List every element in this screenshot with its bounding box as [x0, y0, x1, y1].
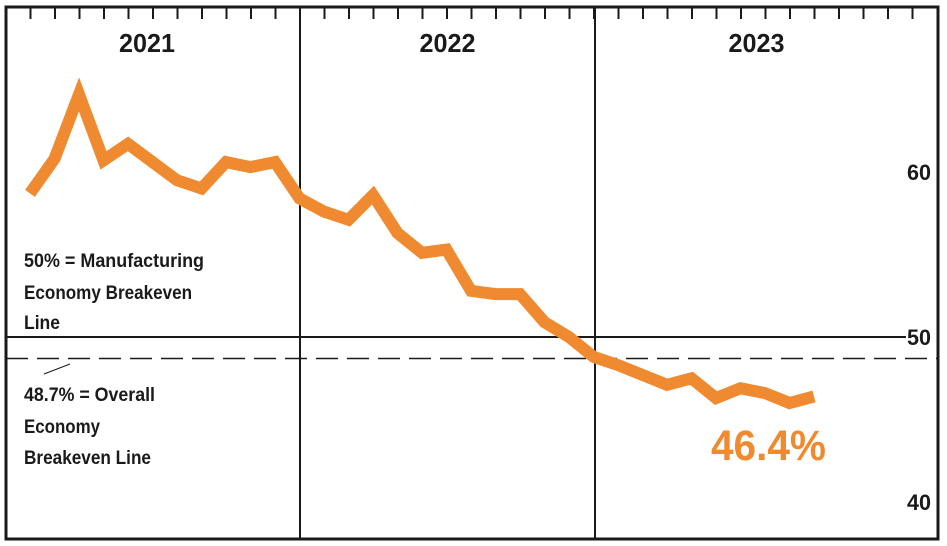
y-tick-label-50: 50	[907, 325, 931, 350]
annotation-overall-line-1: 48.7% = Overall	[24, 385, 155, 406]
year-dividers	[299, 7, 596, 539]
series-group	[25, 77, 816, 410]
plot-frame	[4, 5, 940, 541]
top-tick-marks	[29, 7, 914, 19]
annotation-manufacturing-line-1: 50% = Manufacturing	[24, 251, 204, 272]
annotation-manufacturing-line-2: Economy Breakeven	[24, 283, 192, 304]
annotation-overall: 48.7% = Overall Economy Breakeven Line	[24, 385, 155, 469]
annotation-overall-line-2: Economy	[24, 417, 100, 438]
last-value-callout: 46.4%	[711, 422, 826, 470]
year-label-2022: 2022	[420, 28, 476, 58]
annotation-overall-line-3: Breakeven Line	[24, 448, 151, 469]
year-label-2023: 2023	[729, 28, 785, 58]
year-label-2021: 2021	[119, 28, 175, 58]
y-tick-label-60: 60	[907, 160, 931, 185]
annotation-manufacturing: 50% = Manufacturing Economy Breakeven Li…	[24, 251, 204, 334]
y-tick-label-40: 40	[907, 490, 931, 515]
y-axis-labels: 60 50 40	[907, 160, 931, 515]
annotation-manufacturing-line-3: Line	[24, 313, 60, 334]
reference-lines	[6, 336, 938, 360]
annotation-leader	[43, 363, 71, 375]
year-labels: 2021 2022 2023	[119, 28, 785, 58]
